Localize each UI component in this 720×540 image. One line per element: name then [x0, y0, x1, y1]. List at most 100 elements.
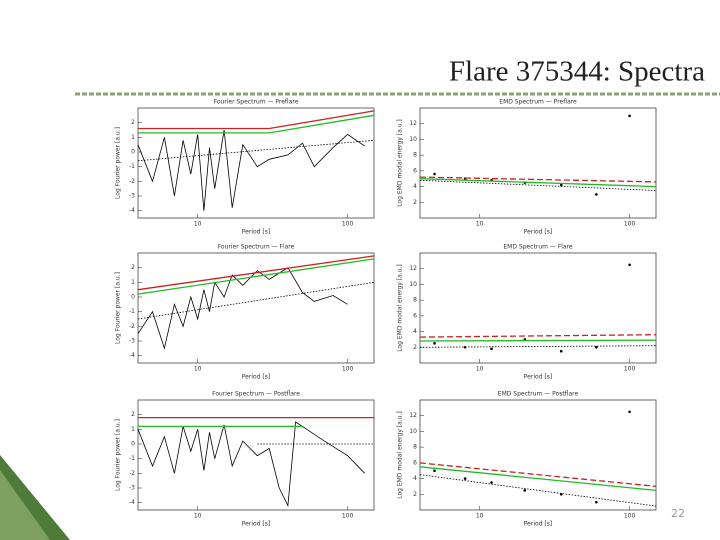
- y-tick-label: 6: [413, 167, 417, 174]
- x-axis-label: Period [s]: [242, 374, 270, 381]
- data-point: [628, 410, 631, 414]
- panel-title: Fourier Spectrum — Preflare: [214, 99, 299, 106]
- x-tick-label: 10: [476, 221, 484, 228]
- y-tick-label: -1: [129, 308, 135, 315]
- data-line: [138, 110, 375, 130]
- y-axis-label: Log Fourier power [a.u.]: [115, 272, 122, 344]
- data-point: [559, 183, 563, 187]
- y-tick-label: -4: [129, 207, 135, 214]
- x-axis-label: Period [s]: [524, 374, 552, 381]
- y-tick-label: 10: [409, 136, 417, 143]
- y-tick-label: -2: [129, 470, 135, 477]
- y-tick-label: -4: [129, 352, 135, 359]
- x-tick-label: 100: [624, 513, 636, 520]
- x-axis-label: Period [s]: [242, 229, 270, 236]
- data-line: [419, 474, 657, 507]
- y-tick-label: 4: [413, 183, 417, 190]
- plot-frame: [419, 252, 657, 364]
- panel-title: EMD Spectrum — Preflare: [499, 99, 577, 106]
- data-line: [137, 267, 348, 350]
- data-line: [419, 462, 657, 488]
- data-point: [628, 263, 631, 267]
- page-number: 22: [671, 507, 685, 520]
- data-point: [628, 114, 631, 118]
- corner-decoration: [0, 470, 50, 540]
- slide-title: Flare 375344: Spectra: [449, 56, 705, 88]
- y-tick-label: 0: [131, 149, 135, 156]
- y-tick-label: -1: [129, 163, 135, 170]
- y-tick-label: 6: [413, 459, 417, 466]
- y-tick-label: -3: [129, 193, 135, 200]
- data-line: [419, 339, 657, 342]
- y-tick-label: 2: [413, 199, 417, 206]
- data-line: [137, 258, 375, 295]
- x-axis-label: Period [s]: [524, 229, 552, 236]
- y-tick-label: 0: [131, 294, 135, 301]
- data-point: [433, 342, 436, 345]
- plot-frame: [137, 399, 375, 511]
- y-tick-label: 8: [413, 297, 417, 304]
- data-line: [137, 129, 365, 211]
- data-line: [419, 345, 657, 348]
- x-axis-label: Period [s]: [242, 521, 270, 528]
- x-tick-label: 100: [342, 366, 354, 373]
- x-axis-label: Period [s]: [524, 521, 552, 528]
- y-axis-label: Log Fourier power [a.u.]: [115, 419, 122, 491]
- y-tick-label: -2: [129, 323, 135, 330]
- x-tick-label: 10: [476, 513, 484, 520]
- data-point: [595, 500, 598, 504]
- data-line: [419, 466, 657, 492]
- data-point: [595, 193, 598, 196]
- y-axis-label: Log EMD modal energy [a.u.]: [397, 411, 404, 498]
- data-line: [419, 178, 657, 188]
- data-point: [595, 345, 598, 349]
- y-axis-label: Log EMD modal energy [a.u.]: [397, 264, 404, 351]
- x-tick-label: 100: [342, 221, 354, 228]
- y-tick-label: 12: [409, 412, 417, 419]
- panel-title: EMD Spectrum — Postflare: [498, 391, 579, 398]
- data-point: [463, 477, 467, 480]
- data-line: [137, 421, 365, 508]
- panel-title: EMD Spectrum — Flare: [503, 244, 573, 251]
- plot-frame: [137, 107, 375, 219]
- data-line: [137, 139, 375, 162]
- y-tick-label: 1: [131, 426, 135, 433]
- data-line: [419, 176, 657, 183]
- y-tick-label: 2: [131, 411, 135, 418]
- y-tick-label: 6: [413, 312, 417, 319]
- data-line: [138, 114, 375, 134]
- data-line: [419, 179, 657, 191]
- y-tick-label: -2: [129, 178, 135, 185]
- y-axis-label: Log EMD modal energy [a.u.]: [397, 119, 404, 206]
- data-line: [419, 334, 657, 338]
- panel-title: Fourier Spectrum — Postflare: [212, 391, 300, 398]
- y-tick-label: 10: [409, 428, 417, 435]
- y-tick-label: 0: [131, 441, 135, 448]
- y-tick-label: 2: [413, 344, 417, 351]
- x-tick-label: 100: [624, 366, 636, 373]
- plot-frame: [419, 399, 657, 511]
- data-point: [433, 172, 436, 176]
- data-point: [559, 349, 563, 353]
- y-tick-label: 2: [131, 119, 135, 126]
- panel-title: Fourier Spectrum — Flare: [218, 244, 295, 251]
- data-point: [490, 481, 493, 484]
- x-tick-label: 10: [194, 366, 202, 373]
- x-tick-label: 10: [194, 221, 202, 228]
- y-tick-label: 1: [131, 134, 135, 141]
- data-point: [523, 489, 527, 492]
- y-tick-label: 4: [413, 475, 417, 482]
- y-tick-label: 1: [131, 279, 135, 286]
- y-tick-label: 12: [409, 120, 417, 127]
- y-tick-label: 10: [409, 281, 417, 288]
- y-tick-label: -4: [129, 499, 135, 506]
- x-tick-label: 10: [194, 513, 202, 520]
- data-line: [137, 281, 375, 320]
- y-tick-label: 2: [413, 491, 417, 498]
- y-tick-label: 8: [413, 152, 417, 159]
- y-tick-label: -3: [129, 485, 135, 492]
- y-tick-label: 12: [409, 265, 417, 272]
- y-tick-label: 4: [413, 328, 417, 335]
